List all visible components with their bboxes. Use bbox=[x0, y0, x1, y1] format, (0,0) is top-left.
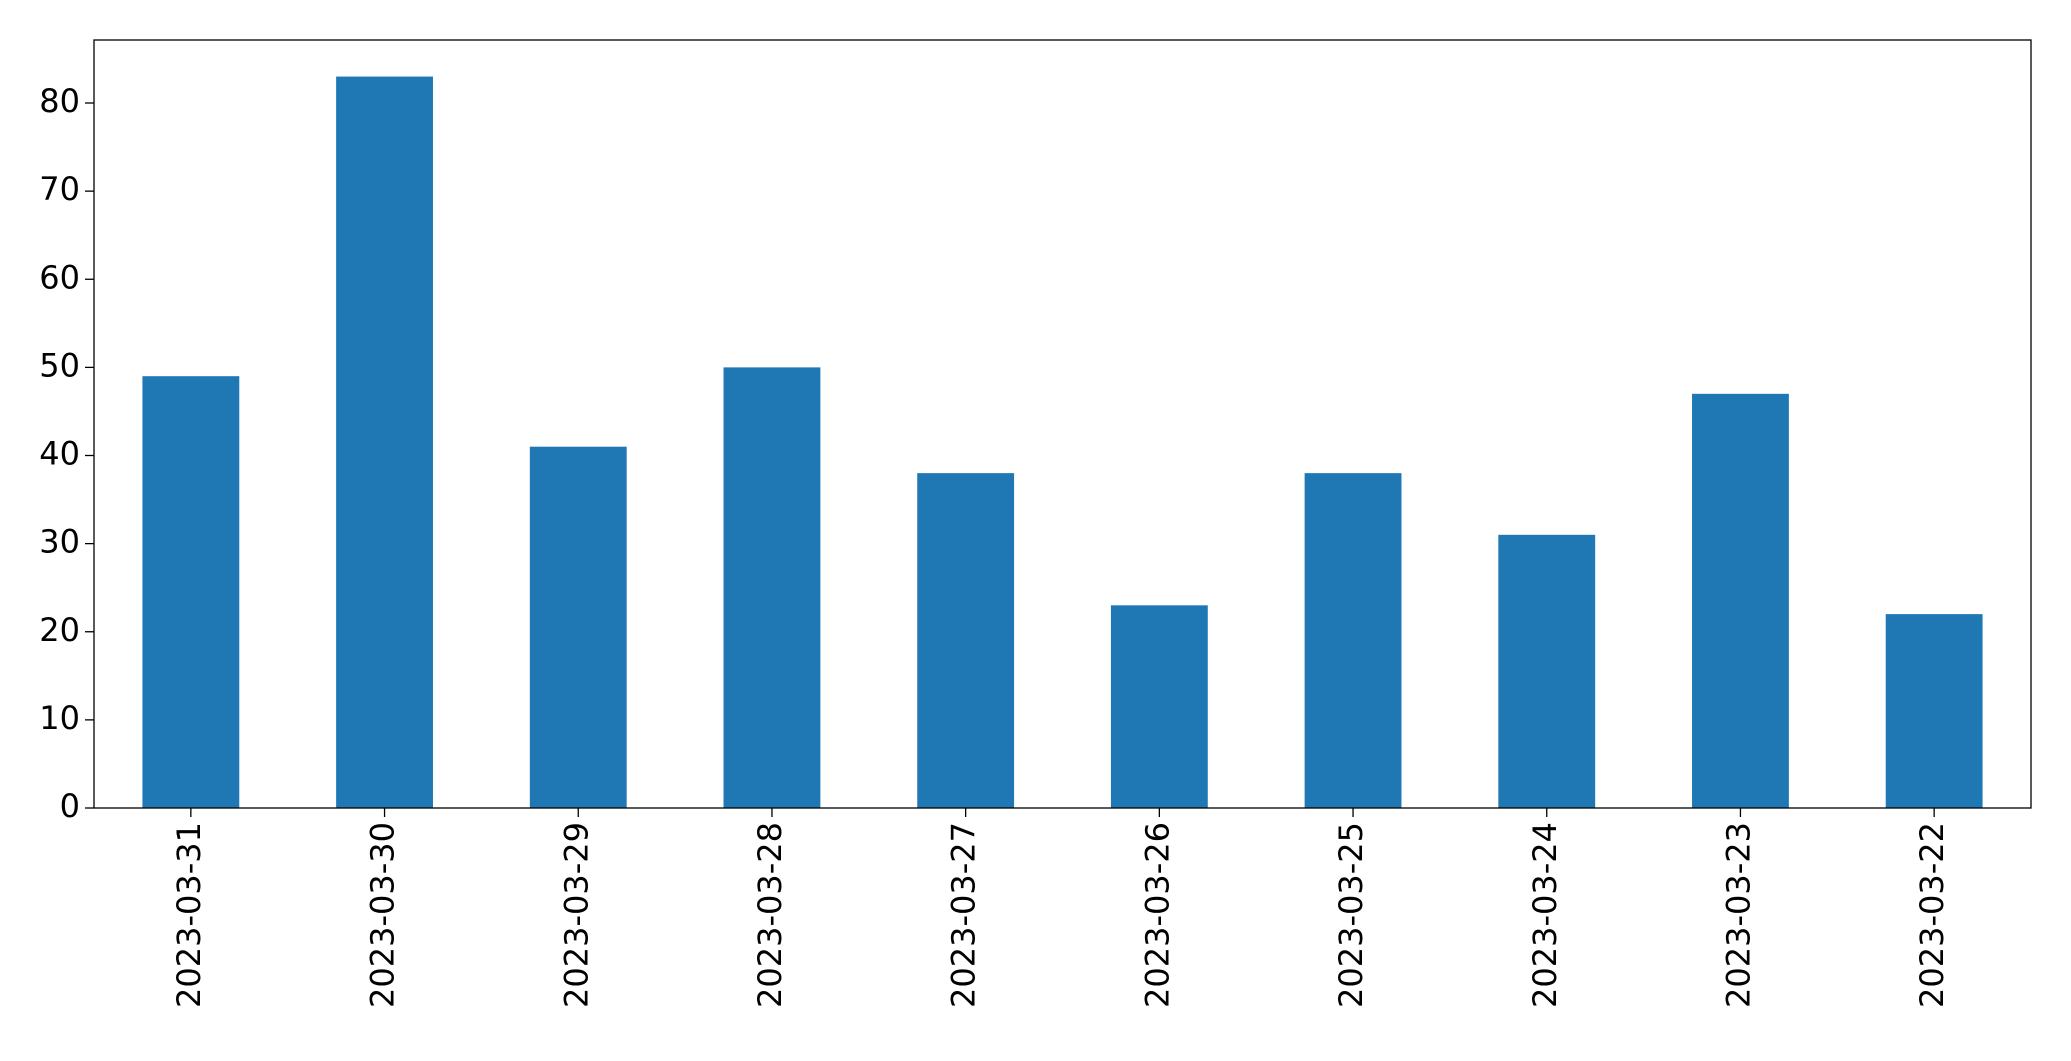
y-tick-label: 30 bbox=[39, 523, 80, 561]
y-tick-label: 10 bbox=[39, 699, 80, 737]
bar bbox=[142, 376, 240, 808]
x-tick-label: 2023-03-22 bbox=[1913, 822, 1951, 1008]
y-tick-label: 50 bbox=[39, 346, 80, 384]
bar bbox=[529, 446, 627, 808]
bar bbox=[1498, 534, 1596, 808]
x-tick-label: 2023-03-23 bbox=[1719, 822, 1757, 1008]
y-tick-label: 40 bbox=[39, 435, 80, 473]
y-tick-label: 80 bbox=[39, 82, 80, 120]
x-tick-label: 2023-03-28 bbox=[751, 822, 789, 1008]
y-tick-label: 60 bbox=[39, 258, 80, 296]
x-tick-label: 2023-03-31 bbox=[170, 822, 208, 1008]
y-tick-label: 20 bbox=[39, 611, 80, 649]
plot-frame bbox=[93, 39, 2032, 809]
bar bbox=[1885, 614, 1983, 808]
bar bbox=[723, 367, 821, 808]
x-tick-label: 2023-03-27 bbox=[945, 822, 983, 1008]
y-tick-label: 0 bbox=[60, 787, 80, 825]
bar bbox=[1692, 393, 1789, 808]
y-tick-label: 70 bbox=[39, 170, 80, 208]
bar bbox=[336, 76, 433, 809]
x-tick-label: 2023-03-24 bbox=[1526, 822, 1564, 1008]
x-tick-label: 2023-03-26 bbox=[1138, 822, 1176, 1008]
bar bbox=[917, 473, 1015, 808]
bar bbox=[1110, 605, 1208, 808]
x-tick-label: 2023-03-30 bbox=[364, 822, 402, 1008]
x-tick-label: 2023-03-29 bbox=[557, 822, 595, 1008]
bar bbox=[1304, 473, 1402, 808]
x-tick-label: 2023-03-25 bbox=[1332, 822, 1370, 1008]
